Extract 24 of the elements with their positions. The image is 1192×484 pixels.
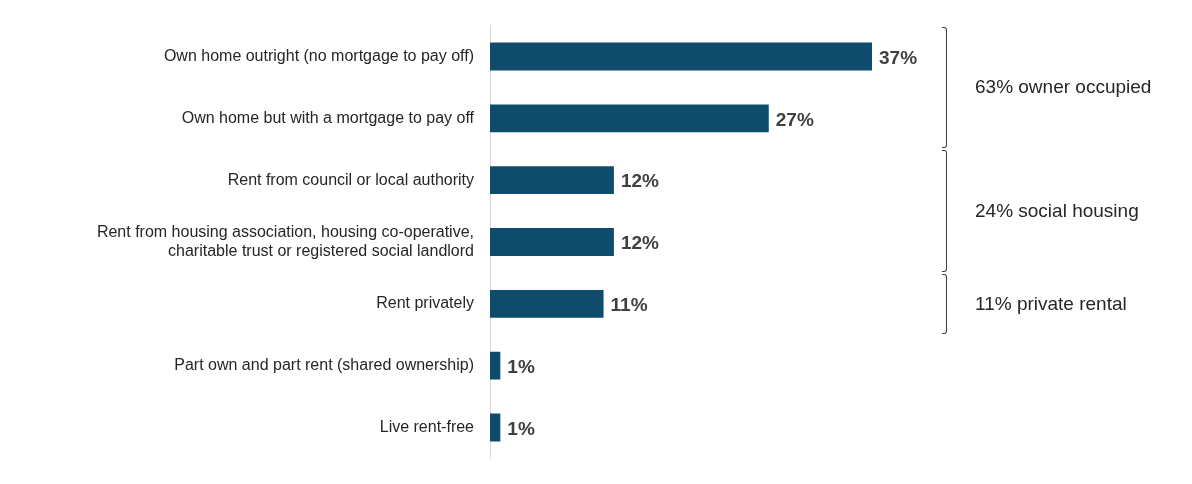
y-tick-label: Part own and part rent (shared ownership) [174, 356, 474, 374]
data-label: 27% [775, 108, 814, 130]
y-tick-label: Live rent-free [379, 417, 475, 435]
y-tick-label: Own home outright (no mortgage to pay off) [163, 46, 474, 64]
bar [490, 228, 614, 256]
y-tick-label: Rent from housing association, housing co-operative, charitable trust or registered social landlord [96, 222, 474, 260]
data-label: 12% [620, 232, 660, 254]
data-label: 11% [610, 294, 648, 316]
data-label: 1% [507, 355, 535, 377]
data-label: 1% [507, 417, 535, 439]
bar [490, 289, 604, 318]
y-tick-label: Rent privately [376, 294, 474, 312]
y-tick-label: Own home but with a mortgage to pay off [181, 108, 475, 126]
data-label: 12% [620, 170, 660, 192]
text: 24% social housing [975, 200, 1139, 223]
text: 63% owner occupied [975, 76, 1152, 99]
bar [490, 166, 614, 195]
y-tick-label: Rent from council or local authority [227, 170, 474, 188]
bar [490, 104, 769, 133]
bar [490, 413, 501, 442]
text: 11% private rental [975, 292, 1127, 315]
data-label: 37% [879, 46, 918, 68]
bar [490, 351, 501, 380]
bar [490, 42, 872, 71]
